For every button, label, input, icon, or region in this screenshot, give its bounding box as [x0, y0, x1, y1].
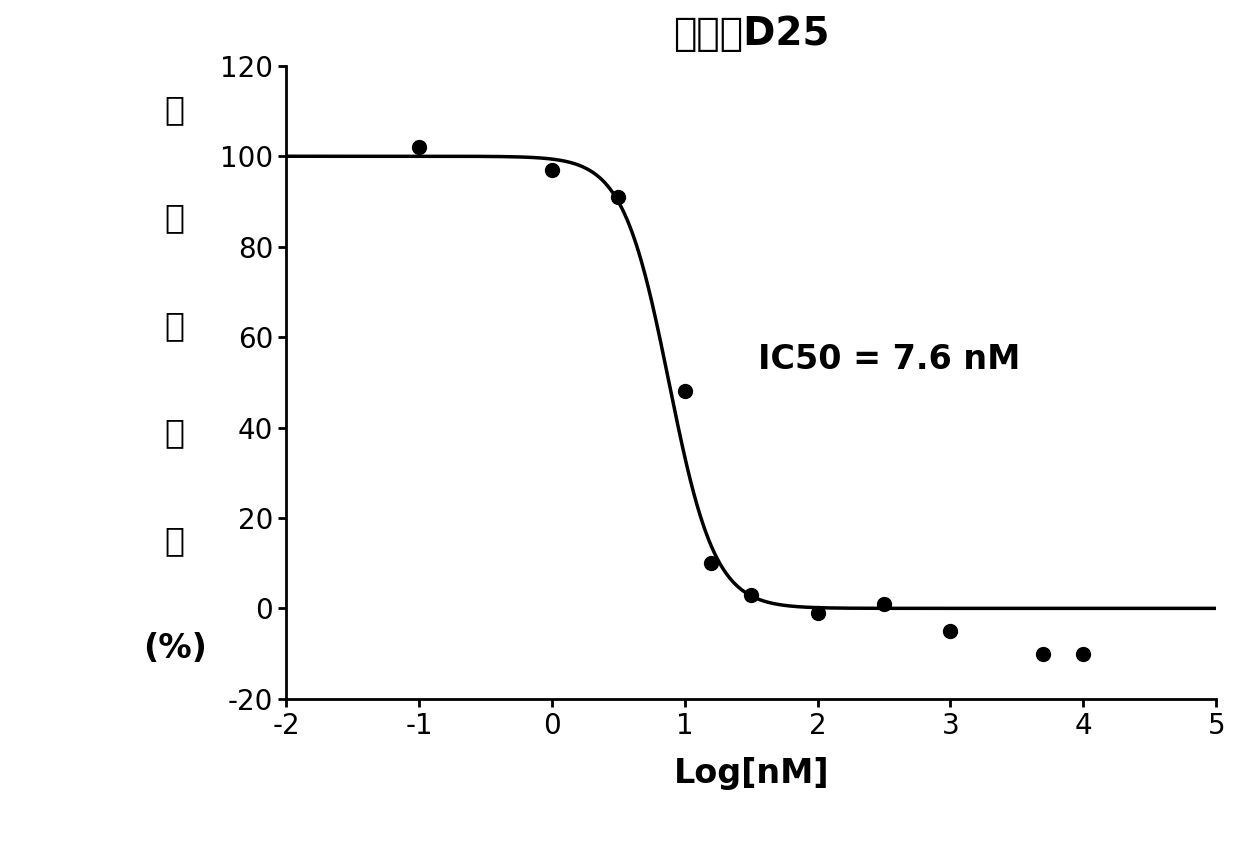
Point: [1034, 647, 1054, 661]
Point: [609, 191, 629, 204]
Title: 化合物D25: 化合物D25: [673, 15, 830, 53]
Point: [1074, 647, 1094, 661]
Point: [409, 141, 429, 154]
Text: (%): (%): [143, 632, 207, 665]
Point: [874, 597, 894, 611]
Text: 値: 値: [165, 524, 185, 557]
Point: [675, 385, 694, 398]
Point: [941, 624, 961, 638]
Point: [742, 588, 761, 601]
Text: 莤: 莤: [165, 94, 185, 127]
Point: [542, 163, 562, 176]
Text: 信: 信: [165, 309, 185, 342]
Text: IC50 = 7.6 nM: IC50 = 7.6 nM: [758, 343, 1021, 376]
Text: 号: 号: [165, 417, 185, 450]
Text: 光: 光: [165, 202, 185, 235]
X-axis label: Log[nM]: Log[nM]: [673, 756, 830, 789]
Point: [702, 556, 722, 570]
Point: [807, 606, 827, 620]
